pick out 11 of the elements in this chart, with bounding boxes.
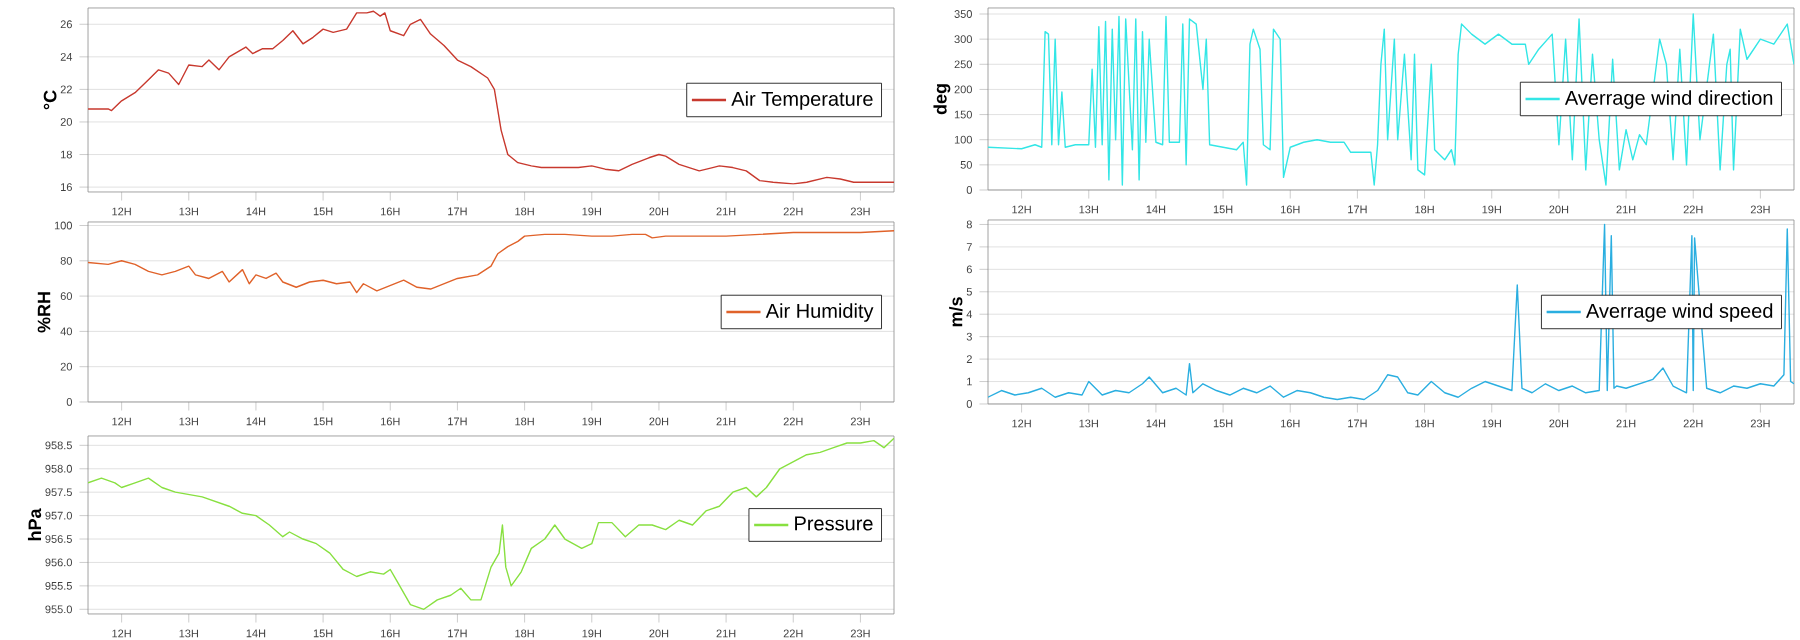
y-axis-title: %RH bbox=[37, 292, 51, 333]
legend-label: Air Temperature bbox=[731, 91, 873, 110]
y-axis-title: m/s bbox=[949, 297, 963, 327]
y-axis-title: hPa bbox=[27, 508, 42, 541]
legend-label: Pressure bbox=[795, 516, 873, 531]
line-series bbox=[988, 13, 1794, 186]
legend-label: Averrage wind speed bbox=[1586, 303, 1773, 322]
y-axis-title: deg bbox=[933, 84, 951, 115]
legend-label: Averrage wind direction bbox=[1564, 90, 1773, 109]
y-axis-title: °C bbox=[43, 90, 57, 110]
legend-label: Air Humidity bbox=[765, 303, 874, 322]
